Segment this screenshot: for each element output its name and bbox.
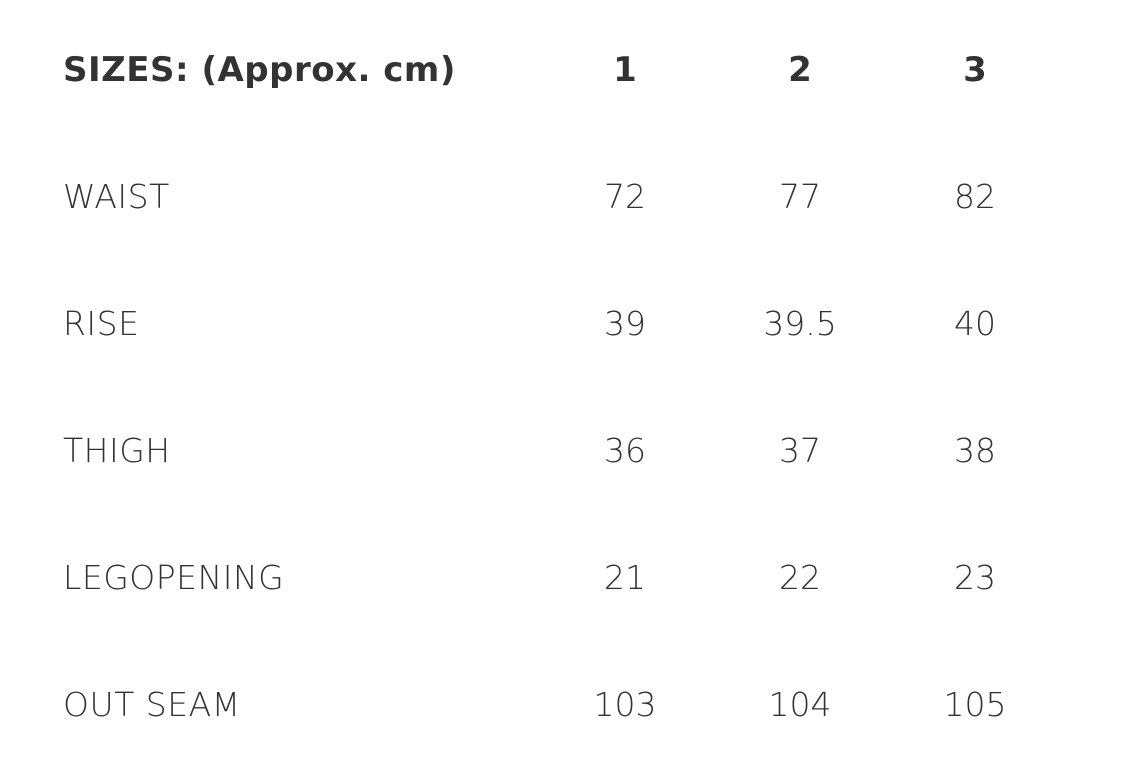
table-cell: 40	[954, 304, 996, 343]
table-row: LEGOPENING 21 22 23	[0, 553, 1125, 603]
row-label: WAIST	[63, 177, 170, 216]
table-cell: 103	[593, 685, 657, 724]
table-header: SIZES: (Approx. cm) 1 2 3	[0, 45, 1125, 95]
table-cell: 82	[954, 177, 996, 216]
table-cell: 37	[779, 431, 821, 470]
table-cell: 39.5	[763, 304, 837, 343]
table-title: SIZES: (Approx. cm)	[63, 50, 456, 90]
table-cell: 77	[779, 177, 821, 216]
table-row: THIGH 36 37 38	[0, 426, 1125, 476]
size-header: 3	[963, 50, 987, 90]
row-label: RISE	[63, 304, 140, 343]
table-cell: 105	[943, 685, 1007, 724]
table-cell: 22	[779, 558, 821, 597]
table-row: RISE 39 39.5 40	[0, 299, 1125, 349]
table-cell: 21	[604, 558, 646, 597]
table-cell: 72	[604, 177, 646, 216]
row-label: LEGOPENING	[63, 558, 285, 597]
table-cell: 36	[604, 431, 646, 470]
table-cell: 39	[604, 304, 646, 343]
table-cell: 38	[954, 431, 996, 470]
table-cell: 23	[954, 558, 996, 597]
row-label: THIGH	[63, 431, 171, 470]
row-label: OUT SEAM	[63, 685, 241, 724]
size-header: 2	[788, 50, 812, 90]
table-row: WAIST 72 77 82	[0, 172, 1125, 222]
table-row: OUT SEAM 103 104 105	[0, 680, 1125, 730]
table-cell: 104	[768, 685, 832, 724]
size-header: 1	[613, 50, 637, 90]
